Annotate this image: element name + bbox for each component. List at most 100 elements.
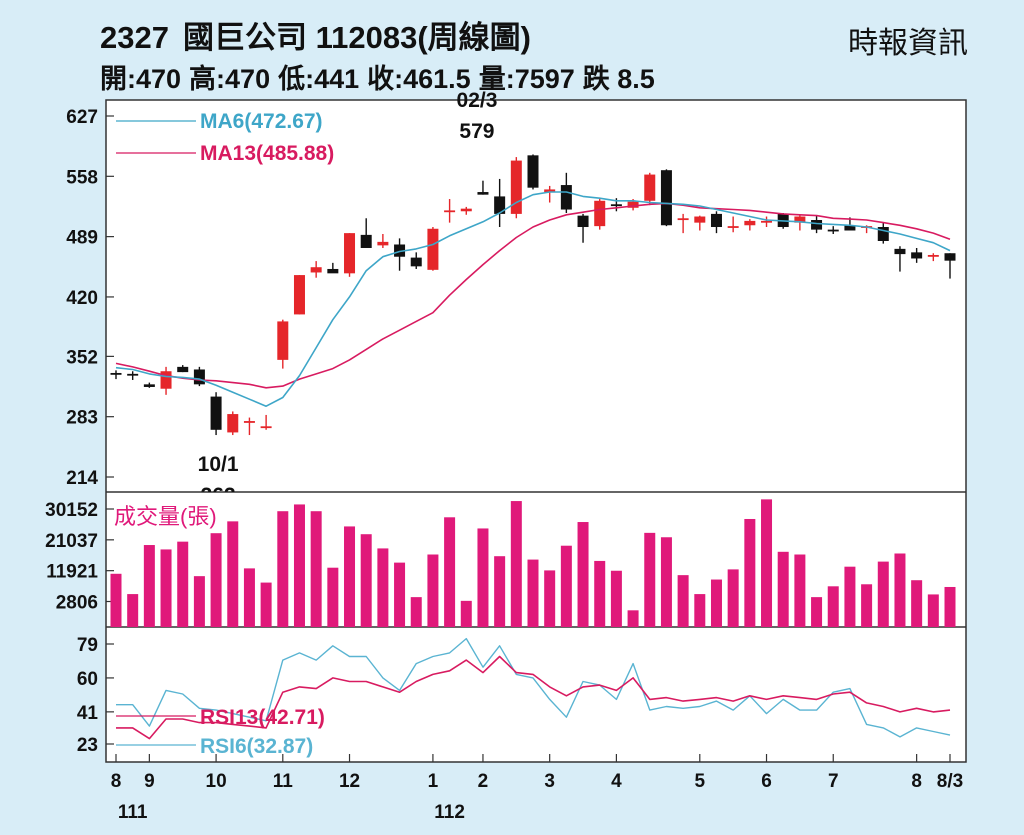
x-year-label: 111 [118,802,148,823]
volume-bar [427,554,439,627]
x-tick-label: 12 [339,771,360,792]
volume-bar [160,549,172,627]
volume-bar [710,579,722,627]
candle-body [127,373,139,376]
candle-body [660,170,672,226]
volume-bar [727,569,739,627]
price-y-tick-label: 283 [66,408,98,429]
x-tick-label: 6 [761,771,772,792]
ma13-line [115,202,951,389]
candle-body [877,227,889,241]
candle-body [277,321,289,360]
x-tick-label: 4 [611,771,622,792]
candle-body [627,201,639,208]
candle-body [894,248,906,255]
rsi6-legend-label: RSI6(32.87) [200,735,313,758]
candle-body [911,252,923,259]
candle-body [110,372,122,375]
volume-bar [811,597,823,627]
x-tick-label: 7 [828,771,839,792]
price-y-tick-label: 627 [66,107,98,128]
volume-bar [844,566,856,627]
candle-body [460,208,472,212]
candle-body [844,225,856,231]
volume-bar [644,532,656,627]
candle-body [560,185,572,210]
volume-bar [510,501,522,627]
volume-bar [477,528,489,627]
candle-body [494,196,506,214]
rsi13-line [116,655,951,740]
low-date-annotation: 10/1 [198,453,239,476]
candle-body [510,160,522,214]
volume-bar [694,594,706,627]
low-value-annotation: 262 [201,484,236,507]
x-tick-label: 3 [544,771,555,792]
candle-body [377,241,389,246]
candle-body [410,257,422,267]
volume-bar [193,576,205,627]
volume-bar [527,559,539,627]
ma6-line [115,191,951,408]
high-date-annotation: 02/3 [457,89,498,112]
volume-bar [861,584,873,627]
rsi-y-tick-label: 41 [77,703,99,724]
volume-bar [577,522,589,627]
rsi13-legend-label: RSI13(42.71) [200,706,325,729]
candle-body [644,174,656,201]
candle-body [827,229,839,232]
candle-body [444,210,456,213]
volume-bar [610,570,622,627]
rsi-y-tick-label: 60 [77,669,98,690]
x-tick-label: 8/3 [937,771,963,792]
volume-bar [894,553,906,627]
volume-bar [827,586,839,627]
candle-body [293,275,305,315]
rsi-y-tick-label: 79 [77,635,98,656]
volume-bar [927,594,939,627]
candle-body [794,216,806,223]
price-y-tick-label: 420 [66,288,98,309]
x-tick-label: 8 [911,771,922,792]
volume-y-tick-label: 2806 [56,593,98,614]
volume-bar [327,567,339,627]
price-y-tick-label: 489 [66,228,98,249]
x-tick-label: 9 [144,771,155,792]
volume-bar [660,537,672,627]
candle-body [710,213,722,228]
volume-bar [344,526,356,627]
price-y-tick-label: 558 [66,167,98,188]
price-y-tick-label: 214 [66,468,98,489]
open-value: 開:470 [100,64,182,94]
volume-bar [143,545,155,627]
volume-bar [444,517,456,627]
candle-body [761,220,773,223]
candle-body [310,267,322,273]
candle-body [344,233,356,274]
candle-body [927,254,939,257]
volume-bar [293,504,305,627]
candle-body [227,414,239,433]
volume-bar [360,534,372,627]
volume-bar [227,521,239,627]
candle-body [327,268,339,274]
candle-body [527,155,539,188]
high-value-annotation: 579 [459,120,494,143]
x-tick-label: 2 [478,771,489,792]
volume-bar [110,573,122,627]
candle-body [744,220,756,226]
volume-bar [177,541,189,627]
volume-legend-label: 成交量(張) [114,504,217,529]
volume-value: 量:7597 [478,64,575,94]
volume-bar [744,518,756,627]
candle-body [360,234,372,248]
volume-y-tick-label: 21037 [45,531,98,552]
change-value: 跌 8.5 [582,64,655,94]
volume-y-tick-label: 11921 [46,562,98,583]
candle-body [694,216,706,223]
candle-body [260,426,272,429]
ohlc-summary: 開:470 高:470 低:441 收:461.5 量:7597 跌 8.5 [100,57,663,96]
x-tick-label: 11 [273,771,294,792]
